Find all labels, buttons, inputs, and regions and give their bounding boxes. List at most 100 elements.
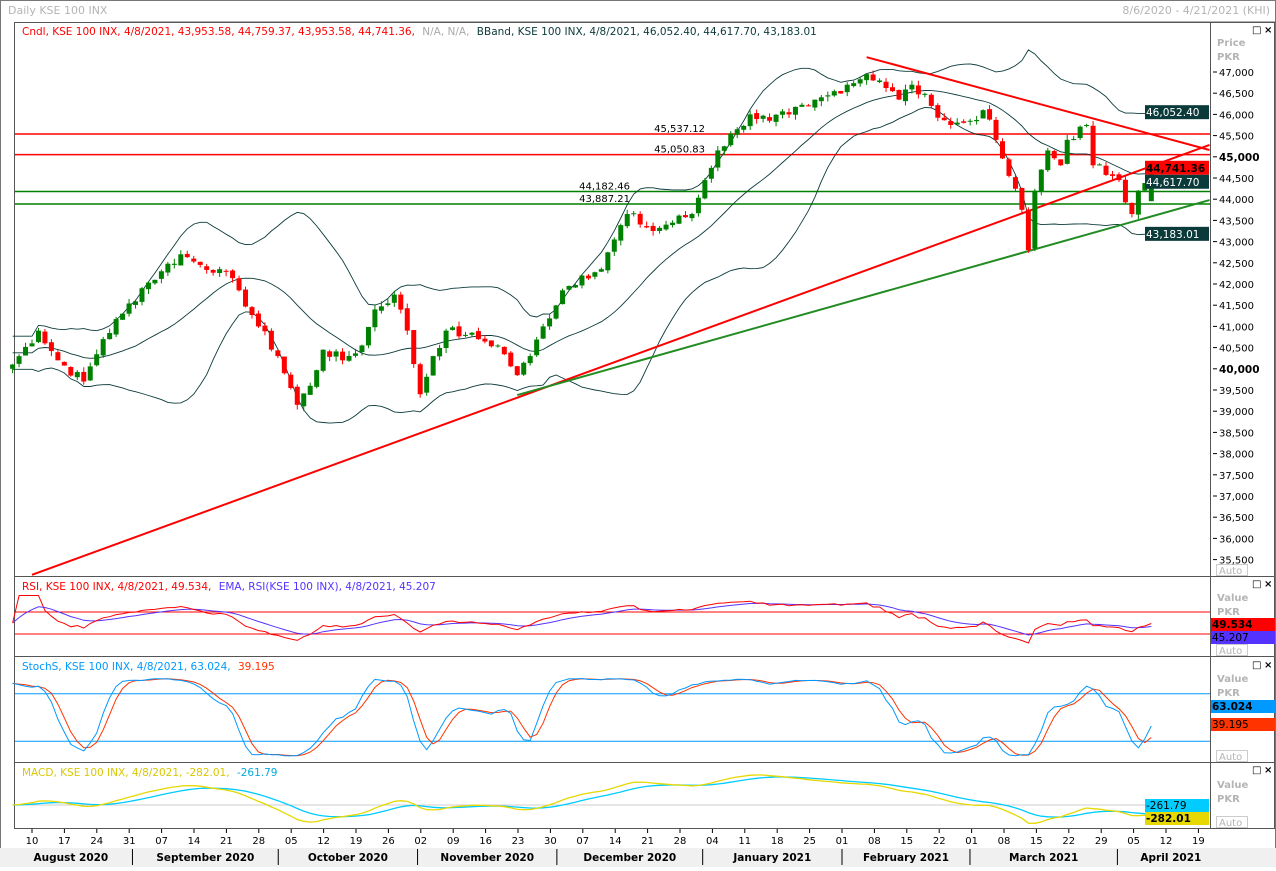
month-bar: [0, 848, 1276, 867]
maximize-icon[interactable]: □: [1252, 660, 1261, 671]
candle-body: [857, 79, 863, 84]
candle-body: [133, 301, 139, 305]
candle-body: [566, 285, 572, 290]
month-label: August 2020: [34, 852, 109, 864]
week-tick-label: 11: [738, 836, 751, 847]
auto-scale-button[interactable]: Auto: [1219, 752, 1242, 763]
candle-body: [365, 326, 371, 346]
price-tick-label: 38,500: [1219, 428, 1254, 439]
maximize-icon[interactable]: □: [1252, 25, 1261, 36]
close-icon[interactable]: ×: [1264, 765, 1272, 776]
candle-body: [890, 87, 896, 92]
candle-legend: Cndl, KSE 100 INX, 4/8/2021, 43,953.58, …: [22, 26, 415, 38]
stoch-d-legend: 39.195: [238, 661, 275, 673]
macd-legend-b: -261.79: [237, 767, 278, 779]
week-tick-label: 05: [1127, 836, 1140, 847]
week-tick-label: 12: [1160, 836, 1173, 847]
ema-legend-text: EMA, RSI(KSE 100 INX), 4/8/2021, 45.207: [219, 581, 436, 593]
candle-body: [805, 105, 811, 107]
candle-body: [734, 129, 740, 135]
week-tick-label: 30: [544, 836, 557, 847]
rsi-tag-bg: [1211, 618, 1275, 631]
price-legend: Cndl, KSE 100 INX, 4/8/2021, 43,953.58, …: [22, 26, 817, 38]
candle-body: [42, 331, 48, 344]
candle-body: [695, 197, 701, 214]
candle-body: [967, 120, 973, 122]
price-tick-label: 41,500: [1219, 301, 1254, 312]
candle-body: [974, 119, 980, 122]
candle-body: [954, 122, 960, 125]
macd-tag: -282.01: [1146, 813, 1191, 825]
rsi-axis-currency: PKR: [1217, 607, 1240, 618]
candle-body: [708, 167, 714, 179]
week-tick-label: 31: [123, 836, 136, 847]
candle-body: [488, 340, 494, 347]
close-icon[interactable]: ×: [1264, 579, 1272, 590]
maximize-icon[interactable]: □: [1252, 579, 1261, 590]
candle-body: [217, 269, 223, 273]
week-tick-label: 14: [188, 836, 201, 847]
close-icon[interactable]: ×: [1264, 660, 1272, 671]
candle-body: [230, 270, 236, 279]
week-tick-label: 26: [382, 836, 395, 847]
bb-middle-tag-bg: [1145, 174, 1209, 189]
price-tick-label: 39,500: [1219, 386, 1254, 397]
stoch-k-line: [12, 677, 1152, 757]
candle-body: [61, 361, 67, 366]
candle-body: [877, 80, 883, 83]
candle-body: [657, 227, 663, 231]
candle-body: [702, 180, 708, 199]
candle-body: [236, 278, 242, 291]
week-tick-label: 01: [965, 836, 978, 847]
auto-scale-button[interactable]: Auto: [1219, 566, 1242, 577]
stoch-axis-currency: PKR: [1217, 688, 1240, 699]
candle-body: [624, 214, 630, 227]
candle-body: [255, 313, 261, 327]
price-tick-label: 40,000: [1219, 364, 1260, 376]
close-icon[interactable]: ×: [1264, 25, 1272, 36]
candle-body: [314, 370, 320, 387]
auto-scale-button[interactable]: Auto: [1219, 646, 1242, 657]
auto-button-frame: [1216, 644, 1248, 656]
maximize-icon[interactable]: □: [1252, 765, 1261, 776]
week-tick-label: 21: [220, 836, 233, 847]
candle-body: [948, 121, 954, 125]
candle-body: [462, 334, 468, 336]
candle-body: [1084, 125, 1090, 127]
week-tick-label: 28: [252, 836, 265, 847]
candle-body: [100, 339, 106, 356]
candle-body: [851, 83, 857, 87]
week-tick-label: 16: [479, 836, 492, 847]
candle-body: [204, 266, 210, 270]
candle-body: [23, 346, 29, 356]
auto-scale-button[interactable]: Auto: [1219, 818, 1242, 829]
price-tick-label: 42,500: [1219, 259, 1254, 270]
week-tick-label: 07: [155, 836, 168, 847]
candle-body: [87, 366, 93, 381]
candle-body: [281, 356, 287, 374]
candle-body: [424, 376, 430, 393]
candle-body: [443, 330, 449, 349]
candle-body: [197, 261, 203, 265]
candle-body: [773, 114, 779, 122]
candle-body: [572, 284, 578, 288]
candle-body: [359, 345, 365, 352]
candle-body: [74, 372, 80, 378]
candle-body: [896, 89, 902, 100]
price-tick-label: 44,500: [1219, 174, 1254, 185]
candle-body: [320, 349, 326, 371]
candle-body: [825, 95, 831, 97]
candle-body: [560, 290, 566, 305]
week-tick-label: 24: [90, 836, 103, 847]
week-tick-label: 19: [350, 836, 363, 847]
price-tick-label: 35,500: [1219, 556, 1254, 567]
rsi-ema-tag-bg: [1211, 631, 1275, 644]
candle-body: [1129, 202, 1135, 215]
candle-body: [650, 225, 656, 231]
candle-body: [618, 225, 624, 241]
candle-body: [786, 112, 792, 115]
candle-body: [663, 224, 669, 230]
candle-body: [378, 306, 384, 311]
week-tick-label: 14: [609, 836, 622, 847]
